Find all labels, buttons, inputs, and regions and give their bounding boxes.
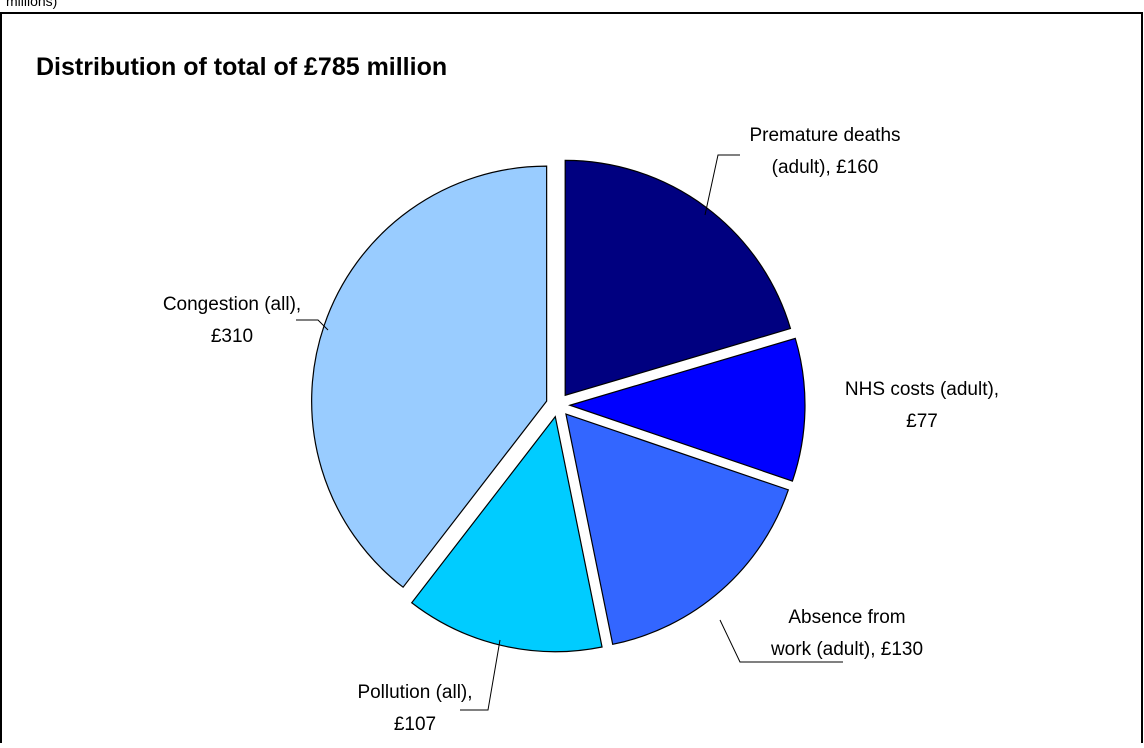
caption-fragment: millions)	[6, 0, 57, 9]
leader-line	[296, 319, 329, 331]
slice-label: NHS costs (adult),	[845, 379, 999, 400]
slice-label: work (adult), £130	[770, 639, 923, 660]
slice-label: Premature deaths	[749, 125, 900, 146]
slice-label: Pollution (all),	[357, 682, 472, 703]
leader-line	[719, 619, 843, 663]
chart-title: Distribution of total of £785 million	[36, 53, 447, 81]
slice-label: Absence from	[788, 607, 905, 628]
pie-slice	[568, 337, 806, 482]
pie-slice	[565, 413, 790, 646]
leader-line	[460, 639, 501, 711]
slice-label: (adult), £160	[772, 157, 879, 178]
pie-slice	[410, 415, 603, 653]
pie-slice	[564, 159, 792, 397]
leader-line	[704, 154, 740, 216]
pie-slice	[311, 165, 548, 589]
slice-label: £107	[394, 714, 436, 735]
slice-label: Congestion (all),	[163, 294, 301, 315]
slice-label: £77	[906, 411, 938, 432]
slice-label: £310	[211, 326, 253, 347]
